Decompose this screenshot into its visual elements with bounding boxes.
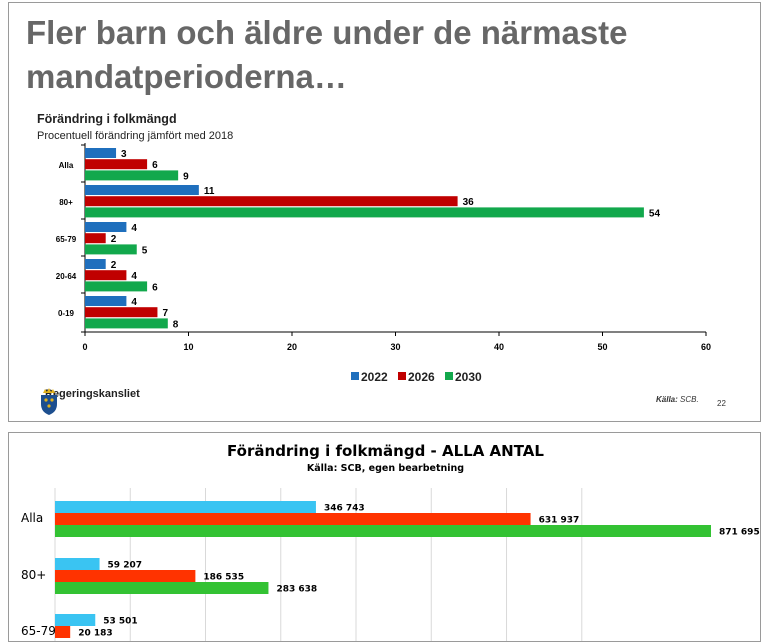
panel2-subtitle: Källa: SCB, egen bearbetning: [306, 463, 465, 474]
bar: [55, 582, 269, 594]
chart-title: Förändring i folkmängd: [37, 112, 177, 126]
data-label: 871 695: [719, 528, 760, 538]
category-label: 80+: [59, 198, 73, 207]
bar-2026: [85, 159, 148, 170]
data-label: 7: [162, 308, 168, 319]
page-number: 22: [717, 399, 726, 408]
legend-label: 2022: [361, 370, 388, 384]
category-label: 65-79: [21, 624, 56, 638]
data-label: 53 501: [103, 617, 137, 627]
bar-2022: [85, 296, 127, 306]
bar-2022: [85, 185, 199, 195]
data-label: 283 638: [276, 585, 317, 595]
x-tick-label: 50: [597, 342, 607, 352]
source-text: SCB.: [680, 395, 699, 404]
crown-shield-icon: [41, 388, 57, 415]
category-label: Alla: [21, 511, 43, 525]
data-label: 4: [131, 271, 137, 282]
bar-2026: [85, 196, 458, 207]
bar: [55, 614, 96, 626]
source-label: Källa:: [656, 395, 678, 404]
data-label: 59 207: [108, 561, 142, 571]
category-label: 20-64: [56, 272, 77, 281]
x-tick-label: 30: [390, 342, 400, 352]
legend-label: 2026: [408, 370, 435, 384]
category-label: 0-19: [58, 309, 75, 318]
bar: [55, 501, 316, 513]
bar-2026: [85, 233, 106, 244]
data-label: 6: [152, 282, 158, 293]
x-tick-label: 10: [183, 342, 193, 352]
x-tick-label: 0: [82, 342, 87, 352]
brand-logo: Regeringskansliet: [39, 388, 140, 415]
bar-2030: [85, 207, 644, 218]
bar-2026: [85, 307, 158, 318]
bar-2030: [85, 244, 137, 255]
data-label: 186 535: [203, 573, 244, 583]
source-note: Källa: SCB.: [656, 395, 699, 404]
category-label: Alla: [59, 161, 74, 170]
panel2-title: Förändring i folkmängd - ALLA ANTAL: [227, 442, 544, 460]
bar: [55, 570, 196, 582]
data-label: 9: [183, 171, 189, 182]
data-label: 8: [173, 319, 179, 330]
absolute-change-panel: Förändring i folkmängd - ALLA ANTAL Käll…: [8, 432, 761, 642]
bar: [55, 525, 711, 537]
data-label: 2: [111, 260, 117, 271]
absolute-change-chart: Alla 346 743 631 937 871 695 80+ 59 207 186 53…: [21, 488, 760, 641]
data-label: 2: [111, 234, 117, 245]
legend-swatch-2026: [398, 372, 406, 380]
category-label: 65-79: [56, 235, 77, 244]
bar-2026: [85, 270, 127, 281]
chart-subtitle: Procentuell förändring jämfört med 2018: [37, 130, 234, 142]
legend-label: 2030: [455, 370, 482, 384]
data-label: 36: [463, 197, 475, 208]
bar-2022: [85, 222, 127, 232]
data-label: 6: [152, 160, 158, 171]
bar-2030: [85, 170, 179, 181]
data-label: 4: [131, 297, 137, 308]
bar: [55, 513, 531, 525]
data-label: 20 183: [78, 629, 112, 639]
x-tick-label: 40: [494, 342, 504, 352]
brand-name: Regeringskansliet: [45, 388, 140, 400]
bar-2022: [85, 148, 117, 158]
data-label: 5: [142, 245, 148, 256]
data-label: 3: [121, 149, 127, 160]
data-label: 54: [649, 208, 661, 219]
data-label: 4: [131, 223, 137, 234]
bar: [55, 626, 71, 638]
bar: [55, 558, 100, 570]
data-label: 346 743: [324, 504, 365, 514]
legend-swatch-2030: [445, 372, 453, 380]
data-label: 11: [204, 186, 215, 197]
x-tick-label: 20: [287, 342, 297, 352]
category-label: 80+: [21, 568, 46, 582]
bar-2030: [85, 318, 168, 329]
data-label: 631 937: [539, 516, 580, 526]
bar-2022: [85, 259, 106, 269]
slide-headline: Fler barn och äldre under de närmaste ma…: [26, 14, 628, 95]
slide-panel: Fler barn och äldre under de närmaste ma…: [8, 2, 761, 422]
bar-2030: [85, 281, 148, 292]
legend-swatch-2022: [351, 372, 359, 380]
x-tick-label: 60: [701, 342, 711, 352]
percent-change-chart: 0 10 20 30 40 50 60Alla36980+11365465-7942520-…: [56, 143, 711, 384]
